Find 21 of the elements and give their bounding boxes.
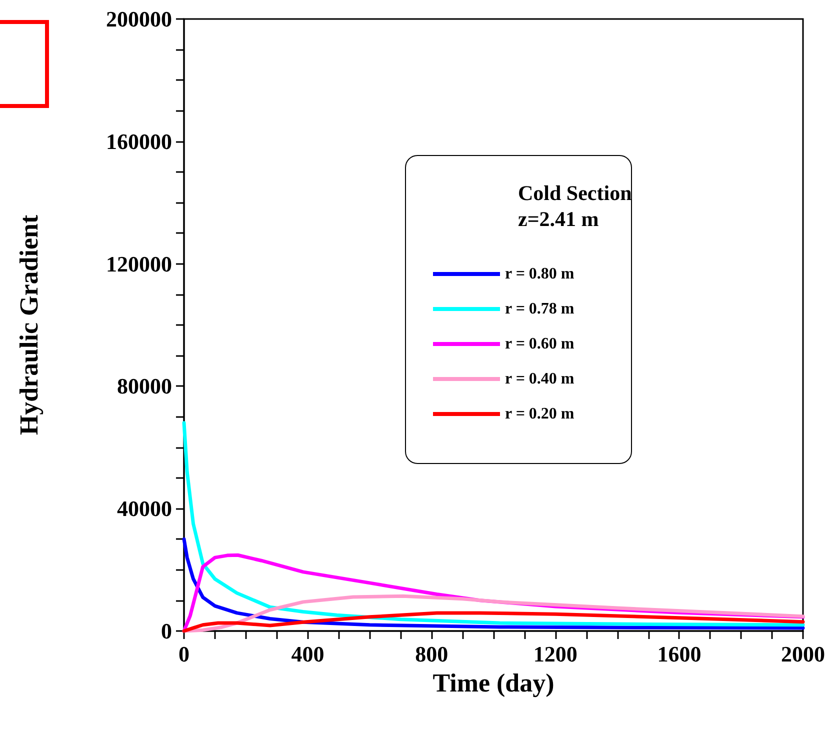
- legend-label: r = 0.20 m: [505, 406, 575, 422]
- y-tick-label: 80000: [117, 374, 172, 399]
- legend-label: r = 0.60 m: [505, 336, 575, 352]
- x-tick-label: 0: [178, 642, 190, 666]
- legend-label: r = 0.80 m: [505, 266, 575, 282]
- x-axis-title: Time (day): [432, 668, 554, 698]
- x-tick-label: 2000: [781, 642, 825, 666]
- x-tick-label: 1200: [533, 642, 578, 666]
- legend-label: r = 0.78 m: [505, 300, 575, 318]
- y-tick-label: 160000: [106, 128, 172, 154]
- x-tick-label: 800: [415, 642, 448, 666]
- x-tick-label: 400: [291, 642, 324, 666]
- y-axis-title: Hydraulic Gradient: [14, 214, 44, 436]
- line-series: [182, 421, 805, 627]
- y-tick-label: 120000: [106, 251, 172, 276]
- y-tick-label: 200000: [106, 6, 172, 32]
- legend-title: Cold Section z=2.41 m: [518, 181, 632, 231]
- y-tick-label: 40000: [117, 496, 172, 522]
- x-tick-label: 1600: [657, 642, 702, 666]
- legend-label: r = 0.40 m: [505, 370, 575, 388]
- y-tick-label: 0: [161, 618, 172, 644]
